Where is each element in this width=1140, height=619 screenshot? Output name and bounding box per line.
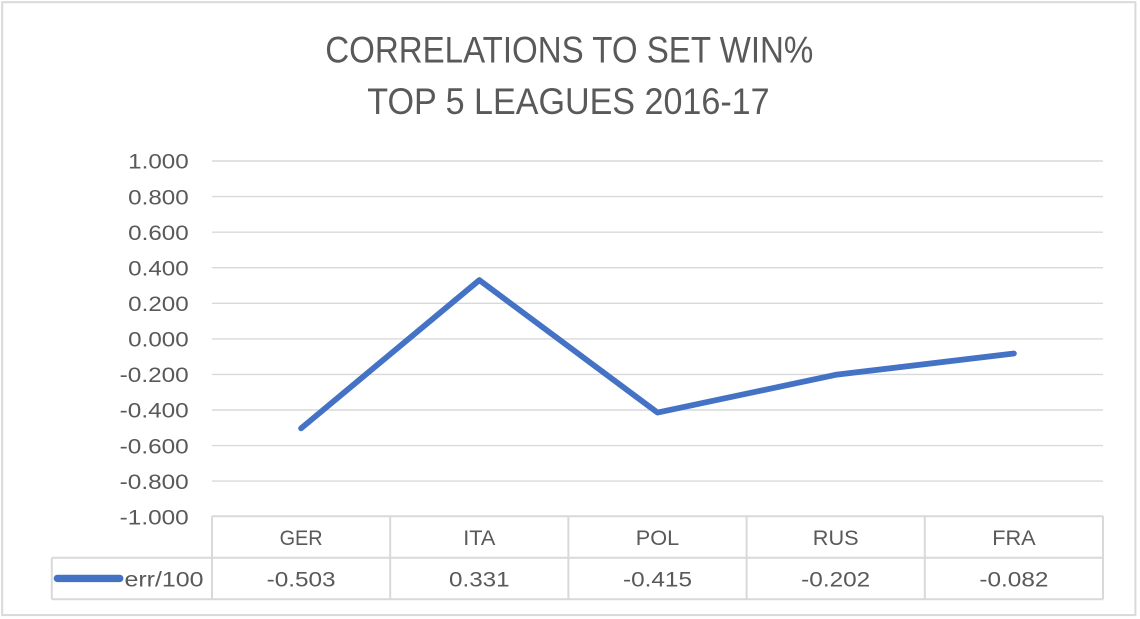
svg-text:-0.800: -0.800 — [120, 470, 189, 494]
svg-text:POL: POL — [636, 525, 679, 550]
svg-text:RUS: RUS — [813, 525, 859, 550]
svg-text:-0.600: -0.600 — [120, 434, 189, 458]
svg-text:1.000: 1.000 — [128, 150, 189, 174]
svg-text:0.400: 0.400 — [128, 256, 189, 280]
svg-text:-0.415: -0.415 — [623, 566, 692, 591]
svg-text:-0.503: -0.503 — [267, 566, 336, 591]
svg-text:0.600: 0.600 — [128, 221, 189, 245]
svg-text:CORRELATIONS TO SET WIN%: CORRELATIONS TO SET WIN% — [325, 29, 813, 70]
svg-text:-0.082: -0.082 — [979, 566, 1048, 591]
svg-text:-0.400: -0.400 — [120, 399, 189, 423]
svg-text:-1.000: -1.000 — [120, 505, 189, 529]
svg-text:TOP 5 LEAGUES 2016-17: TOP 5 LEAGUES 2016-17 — [367, 81, 769, 122]
svg-text:0.000: 0.000 — [128, 328, 189, 352]
svg-text:0.331: 0.331 — [449, 566, 510, 591]
svg-text:ITA: ITA — [463, 525, 496, 550]
svg-text:0.200: 0.200 — [128, 292, 189, 316]
svg-text:err/100: err/100 — [125, 566, 204, 591]
svg-text:0.800: 0.800 — [128, 185, 189, 209]
svg-text:-0.200: -0.200 — [120, 363, 189, 387]
svg-text:FRA: FRA — [992, 525, 1036, 550]
svg-text:GER: GER — [280, 525, 323, 550]
svg-text:-0.202: -0.202 — [801, 566, 870, 591]
